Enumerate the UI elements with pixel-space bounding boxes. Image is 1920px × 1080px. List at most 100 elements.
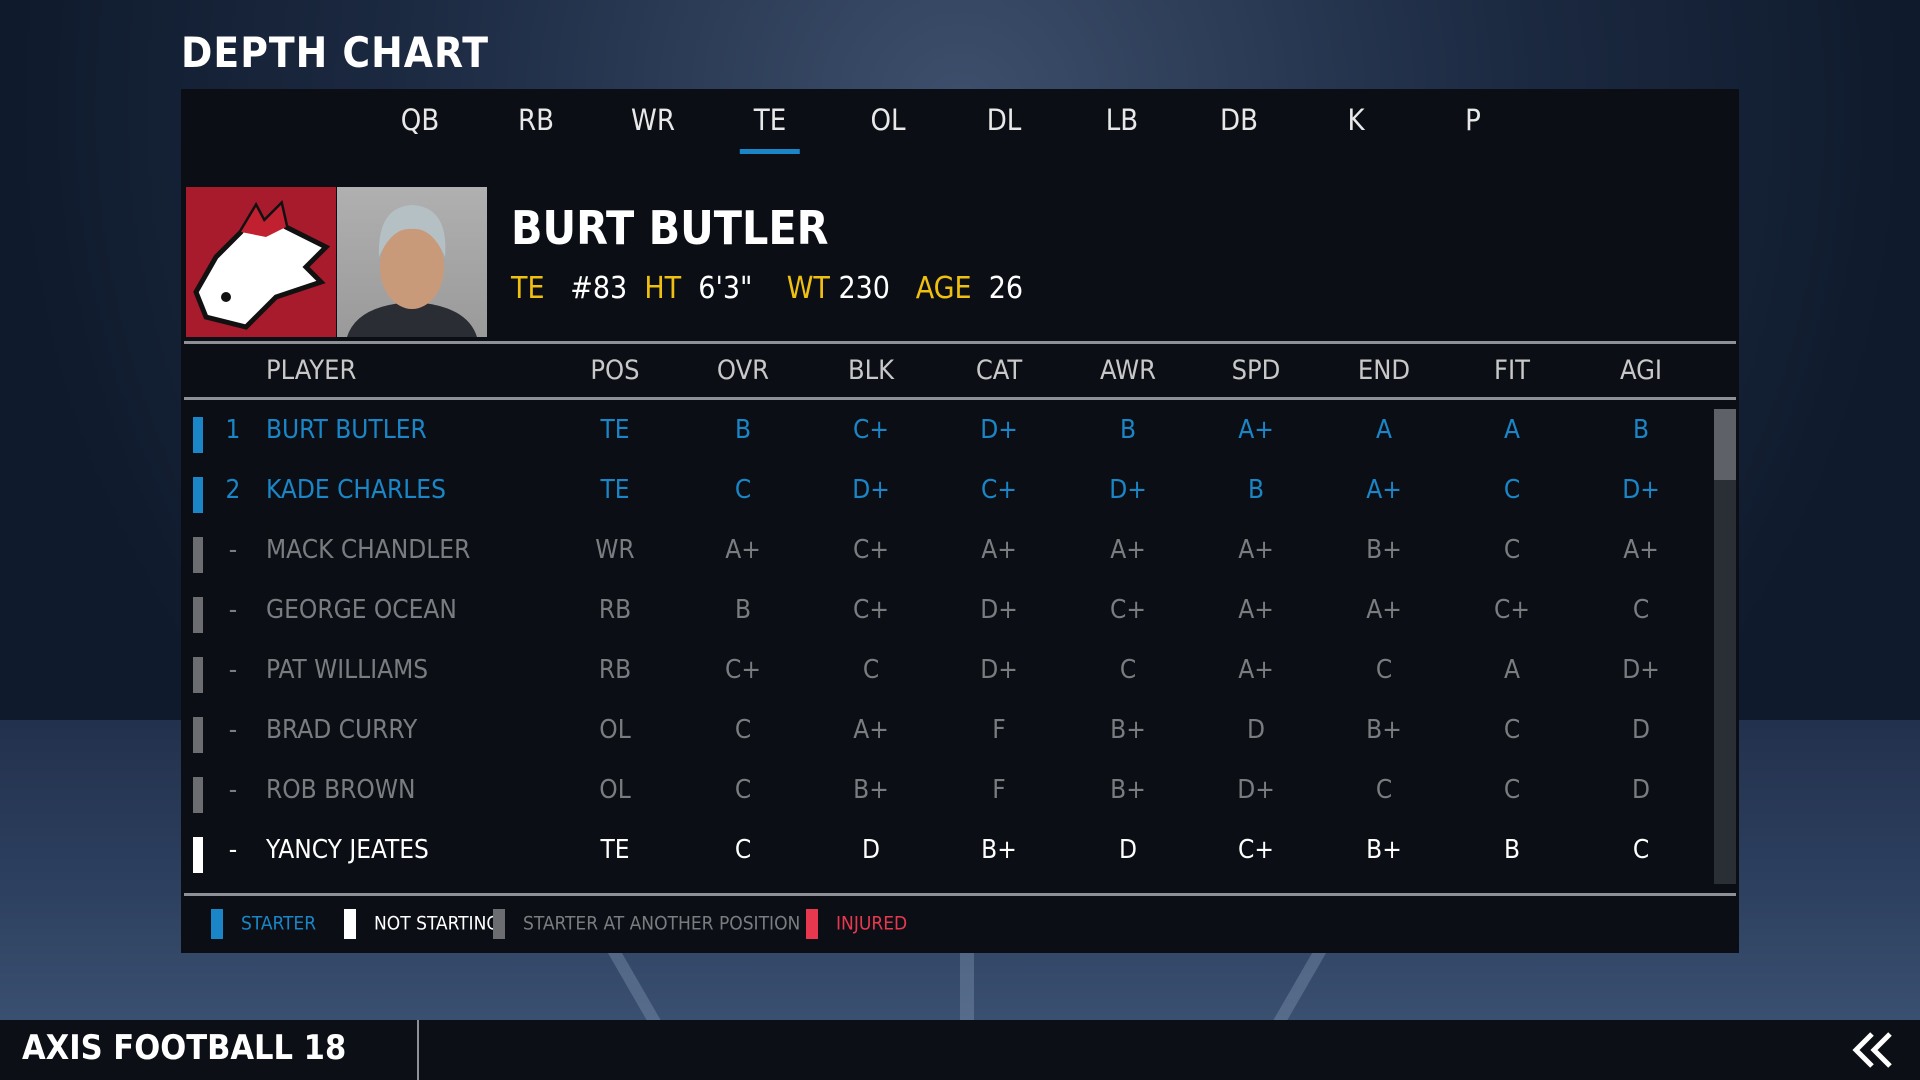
rank: - xyxy=(228,595,238,625)
column-header-player[interactable]: PLAYER xyxy=(266,355,357,386)
cell-fit: B xyxy=(1503,835,1521,865)
tab-lb[interactable]: LB xyxy=(1105,103,1139,137)
cell-agi: D+ xyxy=(1622,475,1660,505)
legend-label: STARTER AT ANOTHER POSITION xyxy=(523,912,801,935)
tab-wr[interactable]: WR xyxy=(631,103,675,137)
table-row[interactable]: - YANCY JEATES TE C D B+ D C+ B+ B C xyxy=(181,821,1701,881)
divider xyxy=(184,341,1736,344)
cell-fit: A xyxy=(1504,415,1520,445)
legend-item: INJURED xyxy=(806,909,907,939)
player-name-cell: MACK CHANDLER xyxy=(266,535,471,565)
scrollbar[interactable] xyxy=(1714,409,1736,884)
pos-value: TE xyxy=(511,271,545,306)
wt-label: WT xyxy=(786,271,830,306)
status-bar xyxy=(193,837,203,873)
legend-swatch xyxy=(344,909,356,939)
ht-label: HT xyxy=(644,271,682,306)
divider xyxy=(184,893,1736,896)
cell-blk: C+ xyxy=(853,595,889,625)
cell-ovr: C xyxy=(734,775,752,805)
column-header-agi[interactable]: AGI xyxy=(1619,355,1663,386)
column-header-cat[interactable]: CAT xyxy=(975,355,1023,386)
cell-blk: D+ xyxy=(852,475,890,505)
cell-ovr: C+ xyxy=(725,655,761,685)
tab-k[interactable]: K xyxy=(1347,103,1365,137)
cell-cat: D+ xyxy=(980,595,1018,625)
cell-agi: C xyxy=(1632,595,1650,625)
player-name-cell: PAT WILLIAMS xyxy=(266,655,429,685)
cell-spd: D xyxy=(1246,715,1266,745)
legend-label: INJURED xyxy=(836,912,908,935)
player-name-cell: BURT BUTLER xyxy=(266,415,427,445)
table-row[interactable]: 1 BURT BUTLER TE B C+ D+ B A+ A A B xyxy=(181,401,1701,461)
table-row[interactable]: - PAT WILLIAMS RB C+ C D+ C A+ C A D+ xyxy=(181,641,1701,701)
cell-agi: B xyxy=(1632,415,1650,445)
column-header-fit[interactable]: FIT xyxy=(1494,355,1530,386)
player-name-cell: KADE CHARLES xyxy=(266,475,446,505)
brand-label: AXIS FOOTBALL 18 xyxy=(22,1028,347,1068)
tab-qb[interactable]: QB xyxy=(400,103,440,137)
legend-swatch xyxy=(211,909,223,939)
tab-te[interactable]: TE xyxy=(753,103,787,137)
team-logo xyxy=(186,187,336,337)
column-header-end[interactable]: END xyxy=(1357,355,1411,386)
cell-ovr: C xyxy=(734,715,752,745)
table-row[interactable]: - ROB BROWN OL C B+ F B+ D+ C C D xyxy=(181,761,1701,821)
age-label: AGE xyxy=(915,271,972,306)
age-value: 26 xyxy=(988,271,1024,306)
cell-end: A+ xyxy=(1366,595,1402,625)
rank: 2 xyxy=(225,475,241,505)
cell-spd: B xyxy=(1247,475,1265,505)
rank: - xyxy=(228,775,238,805)
cell-blk: C+ xyxy=(853,535,889,565)
double-chevron-left-icon[interactable] xyxy=(1850,1030,1894,1074)
footer-bar: AXIS FOOTBALL 18 xyxy=(0,1020,1920,1080)
cell-cat: B+ xyxy=(981,835,1017,865)
player-stats: TE #83 HT 6'3" WT 230 AGE 26 xyxy=(511,271,1023,306)
tab-db[interactable]: DB xyxy=(1220,103,1258,137)
player-name-cell: ROB BROWN xyxy=(266,775,416,805)
cell-pos: WR xyxy=(595,535,635,565)
tab-ol[interactable]: OL xyxy=(870,103,906,137)
cell-spd: A+ xyxy=(1238,595,1274,625)
status-bar xyxy=(193,537,203,573)
cell-end: A xyxy=(1376,415,1392,445)
cell-agi: D+ xyxy=(1622,655,1660,685)
cell-ovr: B xyxy=(734,595,752,625)
table-row[interactable]: - BRAD CURRY OL C A+ F B+ D B+ C D xyxy=(181,701,1701,761)
table-row[interactable]: 2 KADE CHARLES TE C D+ C+ D+ B A+ C D+ xyxy=(181,461,1701,521)
column-header-ovr[interactable]: OVR xyxy=(716,355,770,386)
column-header-blk[interactable]: BLK xyxy=(847,355,895,386)
cell-cat: D+ xyxy=(980,415,1018,445)
rank: - xyxy=(228,535,238,565)
cell-fit: C+ xyxy=(1494,595,1530,625)
cell-blk: C+ xyxy=(853,415,889,445)
scrollbar-thumb[interactable] xyxy=(1714,409,1736,480)
tab-dl[interactable]: DL xyxy=(986,103,1022,137)
tab-p[interactable]: P xyxy=(1465,103,1481,137)
cell-awr: B+ xyxy=(1110,715,1146,745)
cell-pos: RB xyxy=(598,595,632,625)
cell-end: C xyxy=(1375,655,1393,685)
cell-spd: C+ xyxy=(1238,835,1274,865)
table-row[interactable]: - GEORGE OCEAN RB B C+ D+ C+ A+ A+ C+ C xyxy=(181,581,1701,641)
column-header-pos[interactable]: POS xyxy=(590,355,640,386)
tab-rb[interactable]: RB xyxy=(517,103,555,137)
divider xyxy=(417,1020,419,1080)
cell-spd: D+ xyxy=(1237,775,1275,805)
ht-value: 6'3" xyxy=(698,271,753,306)
rank: 1 xyxy=(225,415,241,445)
cell-fit: A xyxy=(1504,655,1520,685)
cell-awr: A+ xyxy=(1110,535,1146,565)
table-row[interactable]: - MACK CHANDLER WR A+ C+ A+ A+ A+ B+ C A+ xyxy=(181,521,1701,581)
cell-end: C xyxy=(1375,775,1393,805)
cell-spd: A+ xyxy=(1238,535,1274,565)
cell-blk: A+ xyxy=(853,715,889,745)
column-header-spd[interactable]: SPD xyxy=(1231,355,1281,386)
cell-pos: OL xyxy=(599,775,631,805)
legend-item: STARTER AT ANOTHER POSITION xyxy=(493,909,800,939)
cell-ovr: C xyxy=(734,475,752,505)
column-header-awr[interactable]: AWR xyxy=(1099,355,1157,386)
status-bar xyxy=(193,477,203,513)
cell-pos: TE xyxy=(600,835,630,865)
